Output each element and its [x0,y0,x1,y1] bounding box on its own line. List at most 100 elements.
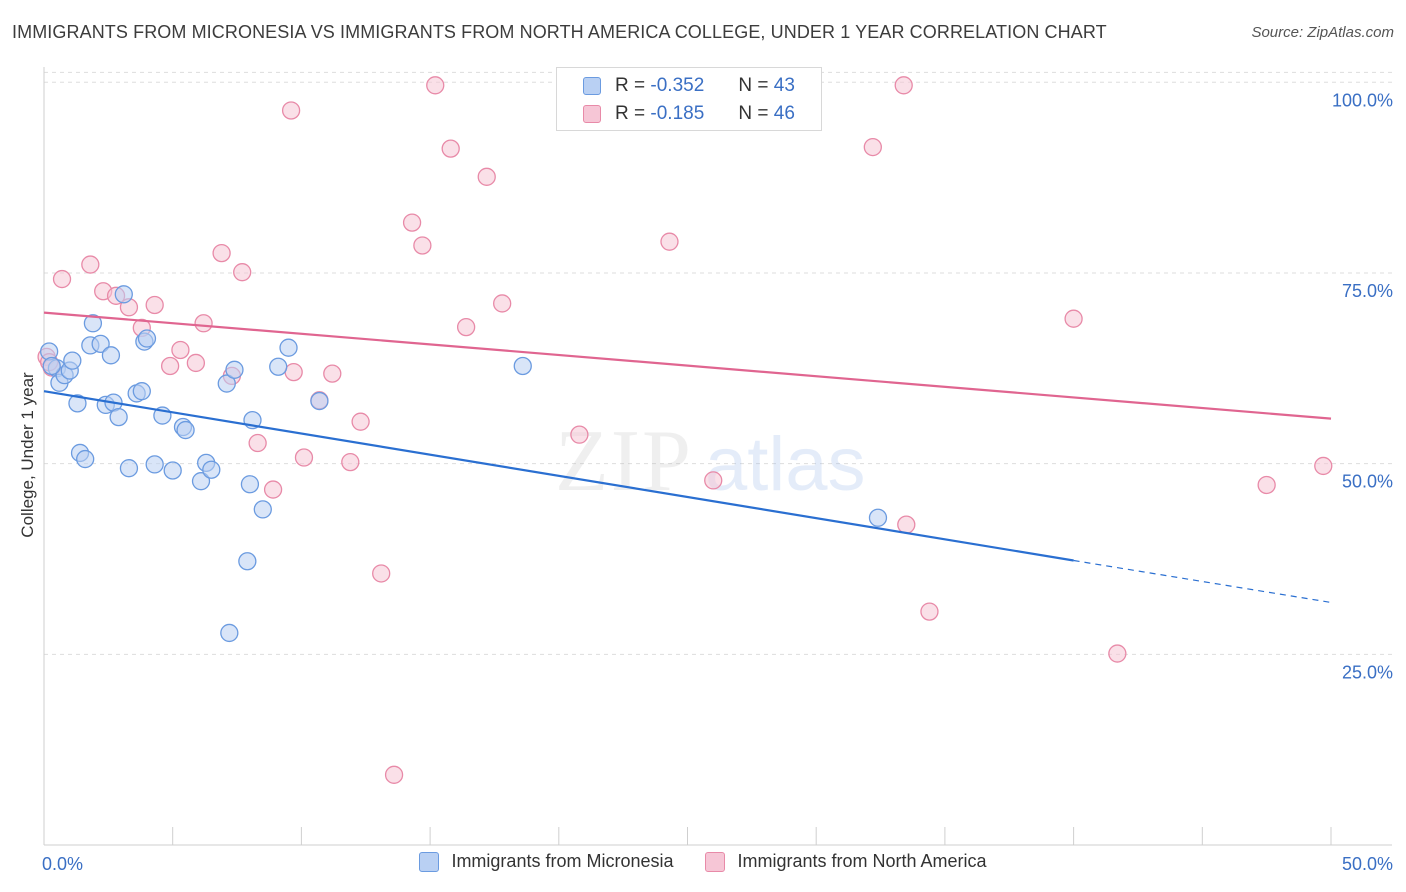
point-north-america [384,765,404,784]
point-north-america [894,76,913,95]
point-micronesia [225,360,244,379]
y-tick-label: 50.0% [1342,472,1393,492]
legend-n-value-micronesia: 43 [773,75,795,96]
legend-item-north-america: Immigrants from North America [705,851,987,872]
point-north-america [160,356,180,376]
legend-n-label: N = [738,103,769,124]
point-micronesia [42,356,61,376]
point-micronesia [137,329,157,348]
point-north-america [570,425,589,444]
point-micronesia [145,455,164,474]
point-north-america [171,340,190,360]
point-micronesia [109,407,128,427]
y-tick-label: 100.0% [1332,90,1393,110]
point-north-america [413,236,432,255]
trend-line-micronesia [43,390,1074,562]
watermark: ZIP atlas [555,413,866,510]
point-north-america [186,353,206,373]
point-micronesia [63,351,82,370]
legend-row-north-america: R = -0.185 N = 46 [583,101,795,127]
legend-label-micronesia: Immigrants from Micronesia [451,851,674,871]
correlation-legend: R = -0.352 N = 43 R = -0.185 N = 46 [556,67,822,131]
point-north-america [372,564,391,583]
series-micronesia-points [39,285,888,643]
watermark-atlas: atlas [705,422,866,507]
chart-source: Source: ZipAtlas.com [1251,24,1394,41]
point-micronesia [191,472,211,491]
point-north-america [281,101,301,120]
point-north-america [323,364,342,383]
series-north-america-points [37,76,1333,784]
tick-labels: 25.0% 50.0% 75.0% 100.0% 0.0% 50.0% [42,90,1393,874]
point-north-america [493,294,512,313]
point-north-america [1108,644,1127,663]
point-micronesia [238,552,257,571]
legend-r-label: R = [615,75,646,96]
point-micronesia [163,461,182,480]
point-micronesia [868,508,888,527]
legend-swatch-north-america [583,105,601,123]
axes [43,67,1392,846]
point-north-america [863,137,882,157]
legend-swatch-north-america [705,851,726,872]
chart-title: IMMIGRANTS FROM MICRONESIA VS IMMIGRANTS… [12,22,1107,42]
point-north-america [441,139,460,158]
point-north-america [248,433,267,453]
x-tick-label: 50.0% [1342,854,1393,874]
point-north-america [704,471,723,490]
point-micronesia [310,391,329,411]
point-micronesia [217,374,236,393]
legend-r-value-micronesia: -0.352 [650,75,705,96]
point-micronesia [176,420,195,440]
point-north-america [920,602,939,621]
point-micronesia [83,314,103,333]
point-micronesia [269,357,288,376]
trend-line-north-america [43,311,1332,420]
legend-item-micronesia: Immigrants from Micronesia [419,851,673,872]
point-north-america [233,263,252,282]
point-north-america [1314,456,1333,476]
trend-line-micronesia-extension [1073,559,1332,604]
point-north-america [351,412,370,431]
legend-n-label: N = [738,75,769,96]
point-micronesia [253,500,272,519]
point-north-america [263,480,283,499]
x-tick-label: 0.0% [42,854,83,874]
legend-label-north-america: Immigrants from North America [737,851,987,871]
legend-row-micronesia: R = -0.352 N = 43 [583,73,795,99]
legend-swatch-micronesia [419,851,440,872]
point-north-america [897,515,916,534]
point-micronesia [220,623,239,643]
y-tick-label: 25.0% [1342,662,1393,682]
point-north-america [456,317,476,337]
point-north-america [341,452,360,472]
point-north-america [426,76,445,95]
point-north-america [212,243,231,263]
point-north-america [660,232,679,251]
point-north-america [1257,475,1276,495]
point-north-america [402,213,422,232]
point-micronesia [240,475,260,494]
legend-r-value-north-america: -0.185 [650,103,705,124]
point-micronesia [513,356,532,376]
point-micronesia [91,334,110,354]
point-micronesia [279,338,298,357]
point-north-america [81,255,100,274]
point-micronesia [76,449,95,469]
point-north-america [145,295,164,315]
legend-r-label: R = [615,103,646,124]
point-north-america [284,362,303,382]
point-north-america [1064,309,1083,328]
trend-lines [43,311,1332,604]
point-micronesia [132,382,151,401]
point-micronesia [101,346,121,365]
series-legend: Immigrants from Micronesia Immigrants fr… [0,851,1406,872]
point-north-america [52,269,72,289]
point-north-america [477,167,496,186]
point-north-america [294,448,314,467]
point-micronesia [202,460,221,479]
legend-n-value-north-america: 46 [773,103,795,124]
legend-swatch-micronesia [583,77,601,95]
y-tick-label: 75.0% [1342,281,1393,301]
